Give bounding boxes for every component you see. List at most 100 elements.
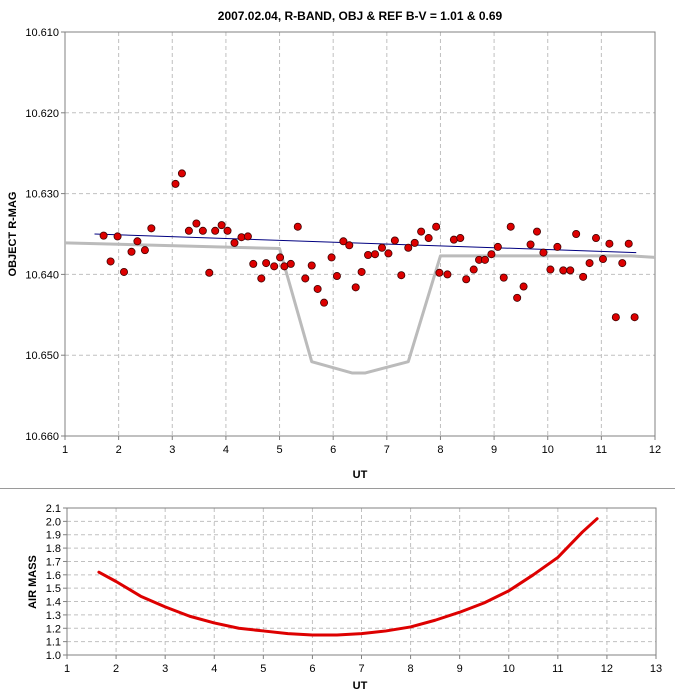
data-point: [217, 221, 226, 230]
data-point: [384, 249, 393, 258]
data-point: [546, 265, 555, 274]
y-tick-label: 10.660: [25, 431, 59, 443]
model-line: [64, 241, 656, 375]
data-point: [301, 274, 310, 283]
data-point: [140, 246, 149, 255]
y-tick-label: 2.1: [46, 503, 61, 515]
x-tick-label: 10: [503, 663, 515, 675]
data-point: [262, 259, 271, 268]
data-point: [106, 257, 115, 266]
chart-title: 2007.02.04, R-BAND, OBJ & REF B-V = 1.01…: [218, 9, 503, 23]
data-point: [120, 267, 129, 276]
data-point: [469, 265, 478, 274]
y-tick-label: 1.0: [46, 650, 61, 662]
data-point: [456, 234, 465, 243]
data-point: [177, 169, 186, 178]
plot-frame: [64, 31, 656, 437]
data-point: [493, 242, 502, 251]
x-tick-label: 1: [64, 663, 70, 675]
x-tick-label: 2: [113, 663, 119, 675]
airmass-line: [97, 517, 599, 637]
data-point: [230, 238, 239, 247]
data-point: [566, 266, 575, 275]
y-tick-label: 10.630: [25, 189, 59, 201]
grid-lines: [67, 508, 656, 655]
data-point: [113, 232, 122, 241]
data-point: [133, 237, 142, 246]
data-point: [449, 235, 458, 244]
y-tick-label: 10.640: [25, 269, 59, 281]
data-point: [404, 243, 413, 252]
y-tick-label: 2.0: [46, 516, 61, 528]
x-tick-label: 1: [62, 444, 68, 456]
data-point: [506, 222, 515, 231]
x-tick-label: 5: [276, 444, 282, 456]
data-point: [624, 239, 633, 248]
y-tick-label: 1.8: [46, 543, 61, 555]
y-tick-label: 10.650: [25, 350, 59, 362]
y-tick-label: 1.6: [46, 570, 61, 582]
y-tick-label: 1.4: [46, 597, 61, 609]
data-point: [539, 248, 548, 257]
data-point: [276, 253, 285, 262]
x-tick-label: 9: [457, 663, 463, 675]
data-point: [533, 227, 542, 236]
data-point: [257, 274, 266, 283]
data-point: [526, 240, 535, 249]
data-point: [390, 236, 399, 245]
x-tick-label: 4: [223, 444, 229, 456]
y-tick-label: 1.3: [46, 610, 61, 622]
data-point: [223, 226, 232, 235]
y-tick-label: 1.2: [46, 623, 61, 635]
y-tick-label: 1.1: [46, 637, 61, 649]
data-point: [332, 272, 341, 281]
data-point: [351, 283, 360, 292]
x-tick-label: 6: [330, 444, 336, 456]
model-curve: [64, 241, 656, 375]
tick-labels: 1 2 3 4 5 6 7 8 9 10 11 12 131.01.11.21.31.41.51.61.…: [46, 503, 662, 675]
data-point: [513, 293, 522, 302]
data-point: [357, 267, 366, 276]
data-point: [519, 282, 528, 291]
data-point: [443, 270, 452, 279]
data-point: [417, 227, 426, 236]
y-tick-label: 1.7: [46, 556, 61, 568]
data-point: [205, 268, 214, 277]
x-tick-label: 13: [650, 663, 662, 675]
data-point: [313, 284, 322, 293]
x-tick-label: 9: [491, 444, 497, 456]
data-point: [397, 271, 406, 280]
data-point: [611, 313, 620, 322]
data-point: [345, 241, 354, 250]
x-tick-label: 12: [601, 663, 613, 675]
data-point: [286, 259, 295, 268]
x-tick-label: 5: [260, 663, 266, 675]
data-point: [487, 250, 496, 259]
data-point: [598, 255, 607, 264]
data-point: [572, 229, 581, 238]
data-point: [579, 272, 588, 281]
data-point: [243, 232, 252, 241]
x-tick-label: 6: [309, 663, 315, 675]
data-point: [618, 259, 627, 268]
x-tick-label: 10: [542, 444, 554, 456]
data-point: [147, 224, 156, 233]
tick-labels: 1 2 3 4 5 6 7 8 9 10 11 1210.61010.62010.63010.6401…: [25, 27, 661, 456]
magnitude-chart: 2007.02.04, R-BAND, OBJ & REF B-V = 1.01…: [7, 9, 662, 481]
data-point: [432, 222, 441, 231]
x-tick-label: 4: [211, 663, 217, 675]
data-point: [585, 259, 594, 268]
x-axis-label: UT: [353, 680, 368, 692]
data-point: [480, 255, 489, 264]
data-point: [435, 268, 444, 277]
data-point: [339, 237, 348, 246]
y-axis-label: OBJECT R-MAG: [7, 192, 19, 277]
data-point: [377, 243, 386, 252]
data-point: [171, 179, 180, 188]
y-axis-label: AIR MASS: [27, 555, 39, 609]
data-point: [192, 219, 201, 228]
data-point: [320, 298, 329, 307]
x-tick-label: 3: [169, 444, 175, 456]
data-point: [184, 226, 193, 235]
data-point: [293, 222, 302, 231]
